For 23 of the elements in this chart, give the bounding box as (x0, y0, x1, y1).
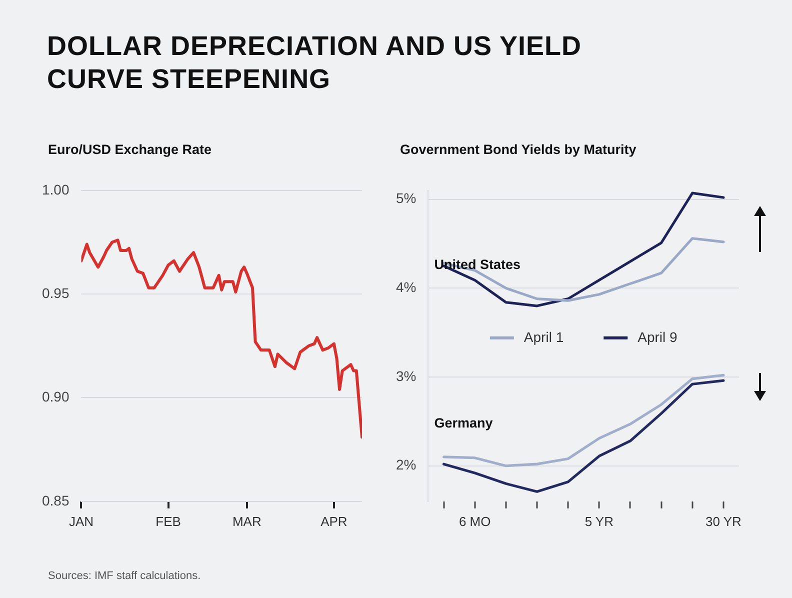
x-tick-label: JAN (68, 514, 94, 529)
x-tick-label: 5 YR (584, 514, 614, 529)
source-note: Sources: IMF staff calculations. (48, 570, 201, 582)
y-tick-label: 0.85 (42, 492, 70, 508)
legend-label: April 1 (524, 328, 564, 345)
x-tick-label: 6 MO (458, 514, 491, 529)
x-tick-label: 30 YR (706, 514, 742, 529)
chart-title: DOLLAR DEPRECIATION AND US YIELD CURVE STEEPENING (47, 30, 583, 96)
y-tick-label: 0.90 (42, 388, 70, 405)
chart-subtitle: Euro/USD Exchange Rate (48, 142, 212, 157)
x-tick-label: FEB (156, 514, 181, 529)
x-tick-label: APR (320, 514, 348, 529)
y-tick-label: 1.00 (42, 181, 70, 198)
y-tick-label: 0.95 (42, 284, 70, 301)
chart-title: Government Bond Yields by Maturity (400, 142, 636, 157)
y-tick-label: 2% (396, 456, 416, 473)
y-tick-label: 4% (396, 279, 416, 295)
annotation: United States (434, 256, 521, 272)
annotation: Germany (434, 415, 494, 430)
y-tick-label: 3% (396, 368, 416, 384)
y-tick-label: 5% (396, 190, 416, 206)
x-tick-label: MAR (232, 514, 262, 529)
legend-label: April 9 (638, 328, 678, 345)
